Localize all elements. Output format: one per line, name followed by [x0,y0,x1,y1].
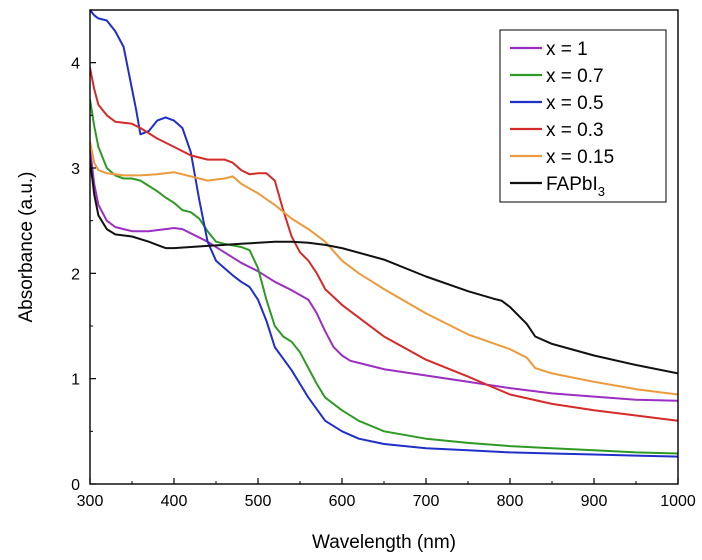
x-tick-label: 1000 [660,493,696,510]
x-tick-label: 900 [581,493,608,510]
plot-lines [90,10,678,458]
x-axis-ticks: 300 400 500 600 700 800 900 1000 [77,478,696,510]
x-tick-label: 500 [245,493,272,510]
x-tick-label: 400 [161,493,188,510]
y-axis-ticks: 0 1 2 3 4 [71,56,96,494]
legend-label-5: FAPbI3 [546,174,605,199]
y-tick-label: 1 [71,372,80,389]
series-line-3 [90,66,678,422]
x-tick-label: 300 [77,493,104,510]
legend-label-3: x = 0.3 [546,120,604,141]
x-tick-label: 700 [413,493,440,510]
y-tick-label: 0 [71,477,80,494]
legend: x = 1 x = 0.7 x = 0.5 x = 0.3 x = 0.15 FAPbI3 [499,29,667,203]
x-tick-label: 600 [329,493,356,510]
legend-label-4: x = 0.15 [546,147,614,168]
series-line-5 [90,158,678,375]
legend-label-1: x = 0.7 [546,66,604,87]
y-axis-title: Absorbance (a.u.) [16,171,37,322]
series-line-4 [90,140,678,396]
legend-label-2: x = 0.5 [546,93,604,114]
legend-box [499,29,667,203]
y-tick-label: 3 [71,161,80,178]
x-axis-title: Wavelength (nm) [312,532,456,553]
series-line-2 [90,10,678,458]
y-tick-label: 2 [71,266,80,283]
y-tick-label: 4 [71,56,80,73]
x-tick-label: 800 [497,493,524,510]
legend-label-0: x = 1 [546,39,588,60]
series-line-1 [90,98,678,455]
